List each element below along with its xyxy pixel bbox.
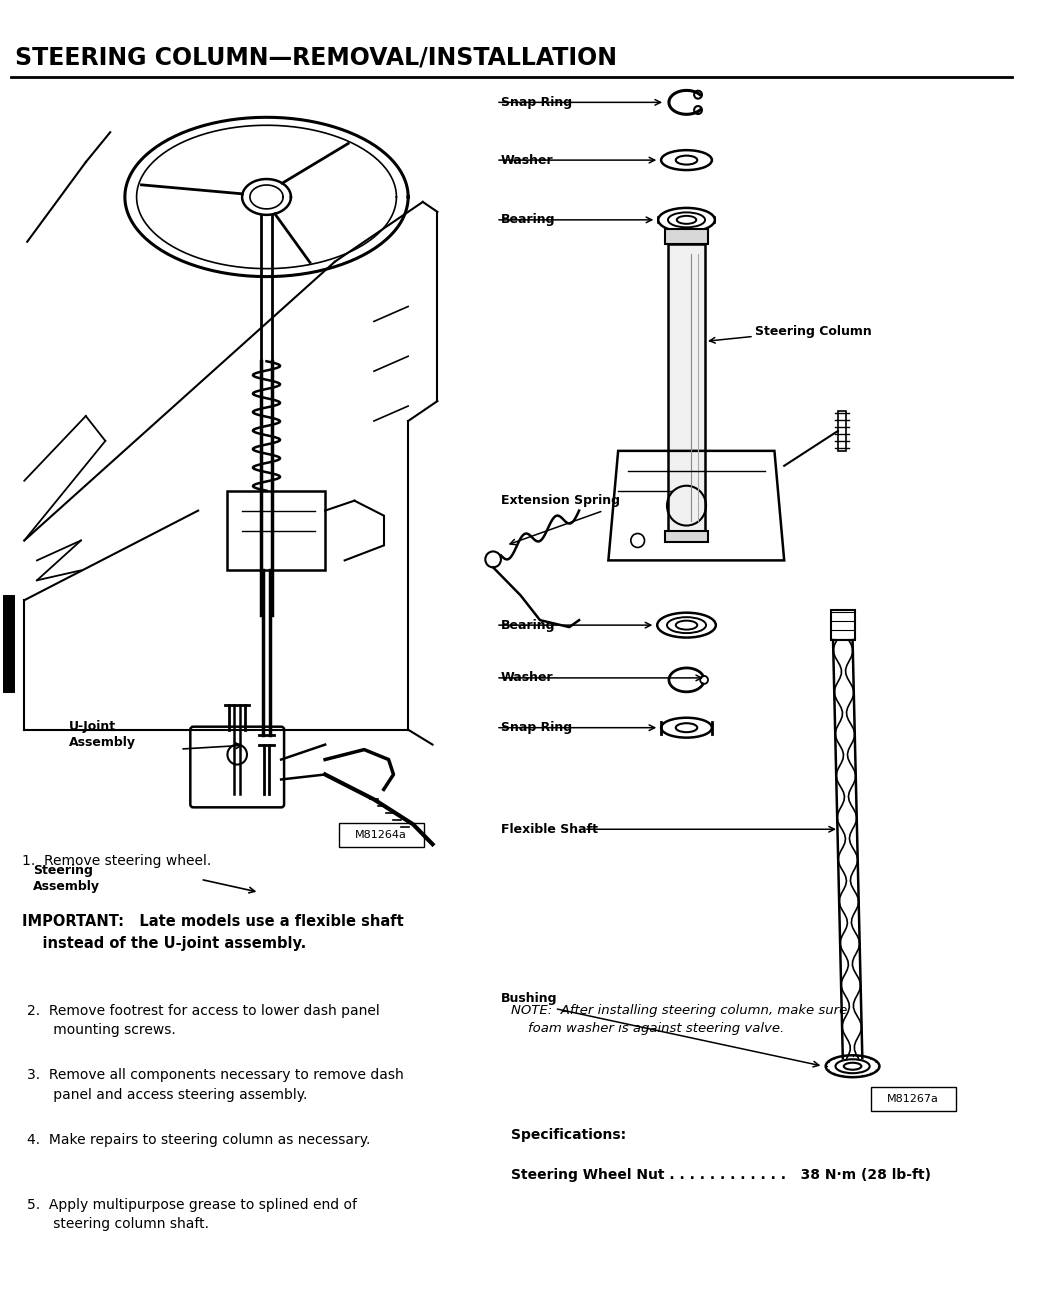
Text: Washer: Washer <box>501 153 553 166</box>
Bar <box>831 611 854 640</box>
Text: Steering
Assembly: Steering Assembly <box>33 863 101 892</box>
Text: Bushing: Bushing <box>501 991 557 1005</box>
Ellipse shape <box>657 612 716 637</box>
Ellipse shape <box>825 1056 879 1078</box>
Text: Steering Column: Steering Column <box>755 324 872 337</box>
Ellipse shape <box>658 208 715 232</box>
Text: 2.  Remove footrest for access to lower dash panel
      mounting screws.: 2. Remove footrest for access to lower d… <box>27 1003 380 1037</box>
Ellipse shape <box>677 216 696 224</box>
Text: 4.  Make repairs to steering column as necessary.: 4. Make repairs to steering column as ne… <box>27 1133 371 1147</box>
Text: STEERING COLUMN—REMOVAL/INSTALLATION: STEERING COLUMN—REMOVAL/INSTALLATION <box>15 46 617 69</box>
Text: Steering Wheel Nut . . . . . . . . . . . .   38 N·m (28 lb-ft): Steering Wheel Nut . . . . . . . . . . .… <box>511 1168 931 1182</box>
Text: NOTE:  After installing steering column, make sure
    foam washer is against st: NOTE: After installing steering column, … <box>511 1003 847 1035</box>
FancyBboxPatch shape <box>871 1087 956 1110</box>
Text: U-Joint
Assembly: U-Joint Assembly <box>69 721 136 749</box>
Ellipse shape <box>836 1059 870 1073</box>
Text: Washer: Washer <box>501 671 553 684</box>
Ellipse shape <box>676 156 698 165</box>
Bar <box>665 531 708 543</box>
Text: Specifications:: Specifications: <box>511 1127 626 1142</box>
Ellipse shape <box>844 1063 862 1070</box>
Text: 5.  Apply multipurpose grease to splined end of
      steering column shaft.: 5. Apply multipurpose grease to splined … <box>27 1198 357 1231</box>
Ellipse shape <box>667 617 706 633</box>
Ellipse shape <box>676 723 698 732</box>
Ellipse shape <box>661 718 712 738</box>
Text: 1.  Remove steering wheel.: 1. Remove steering wheel. <box>22 854 212 869</box>
Text: M81267a: M81267a <box>887 1093 939 1104</box>
Ellipse shape <box>676 620 698 629</box>
Text: Bearing: Bearing <box>501 213 555 226</box>
Text: Snap Ring: Snap Ring <box>501 721 572 734</box>
Text: Flexible Shaft: Flexible Shaft <box>501 823 598 836</box>
FancyBboxPatch shape <box>338 823 424 848</box>
Ellipse shape <box>668 212 705 228</box>
Text: 3.  Remove all components necessary to remove dash
      panel and access steeri: 3. Remove all components necessary to re… <box>27 1069 404 1101</box>
Text: M81264a: M81264a <box>355 831 407 840</box>
Ellipse shape <box>661 150 712 170</box>
Text: IMPORTANT:   Late models use a flexible shaft
    instead of the U-joint assembl: IMPORTANT: Late models use a flexible sh… <box>22 914 404 951</box>
Text: Extension Spring: Extension Spring <box>501 494 620 508</box>
Bar <box>665 229 708 243</box>
Text: Bearing: Bearing <box>501 619 555 632</box>
Text: Snap Ring: Snap Ring <box>501 95 572 109</box>
Bar <box>838 411 846 451</box>
Bar <box>3 595 15 693</box>
Bar <box>668 243 705 531</box>
